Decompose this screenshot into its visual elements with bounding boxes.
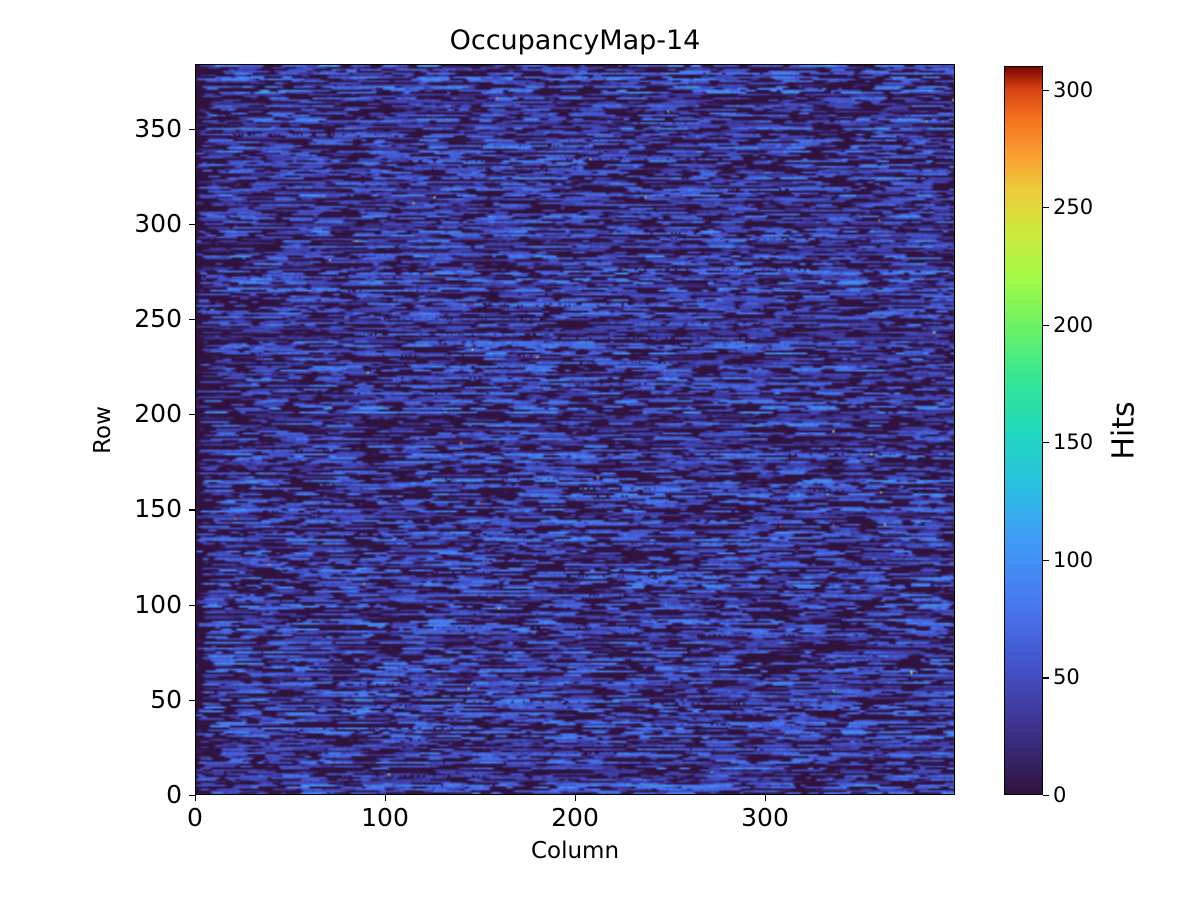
x-tick-label-0: 0 (187, 803, 203, 832)
y-axis-label: Row (88, 64, 118, 795)
colorbar-tick-label-150: 150 (1053, 430, 1094, 455)
colorbar-label: Hits (1104, 66, 1144, 795)
colorbar-tick-label-250: 250 (1053, 195, 1094, 220)
y-tick-200 (189, 414, 195, 416)
y-tick-300 (189, 223, 195, 226)
y-tick-label-100: 100 (134, 589, 182, 619)
colorbar-tick-50 (1043, 677, 1049, 679)
occupancy-heatmap-image[interactable] (196, 65, 954, 794)
x-tick-200 (575, 795, 577, 801)
x-tick-300 (765, 795, 767, 801)
colorbar-tick-label-300: 300 (1053, 77, 1094, 102)
colorbar-tick-0 (1043, 795, 1049, 797)
colorbar-tick-label-200: 200 (1053, 312, 1094, 337)
y-tick-label-200: 200 (134, 399, 182, 429)
x-tick-100 (385, 795, 387, 801)
x-tick-label-100: 100 (361, 803, 409, 832)
colorbar-tick-label-100: 100 (1053, 547, 1094, 572)
y-tick-label-150: 150 (134, 494, 182, 524)
colorbar[interactable] (1004, 66, 1043, 795)
colorbar-tick-100 (1043, 559, 1049, 562)
x-tick-0 (195, 795, 197, 801)
y-tick-50 (189, 699, 195, 701)
page-title: OccupancyMap-14 (449, 25, 701, 56)
y-tick-label-50: 50 (150, 684, 182, 714)
colorbar-tick-200 (1043, 324, 1049, 326)
colorbar-tick-300 (1043, 89, 1049, 91)
colorbar-gradient (1005, 67, 1042, 794)
heatmap-axes[interactable] (195, 64, 955, 795)
colorbar-tick-label-0: 0 (1053, 783, 1067, 807)
y-tick-100 (189, 604, 195, 606)
y-axis-label-text: Row (90, 405, 116, 454)
y-tick-150 (189, 509, 195, 511)
x-tick-label-300: 300 (741, 803, 789, 832)
colorbar-tick-150 (1043, 442, 1049, 444)
y-tick-label-350: 350 (134, 113, 182, 143)
colorbar-tick-250 (1043, 207, 1049, 209)
y-tick-350 (189, 128, 195, 130)
y-tick-0 (189, 795, 195, 797)
x-tick-label-200: 200 (551, 803, 599, 832)
y-tick-label-300: 300 (134, 208, 182, 238)
y-tick-250 (189, 319, 195, 321)
y-tick-label-0: 0 (166, 780, 182, 809)
y-tick-label-250: 250 (134, 304, 182, 334)
colorbar-tick-label-50: 50 (1053, 665, 1080, 690)
x-axis-label: Column (530, 838, 620, 864)
colorbar-label-text: Hits (1106, 401, 1142, 460)
